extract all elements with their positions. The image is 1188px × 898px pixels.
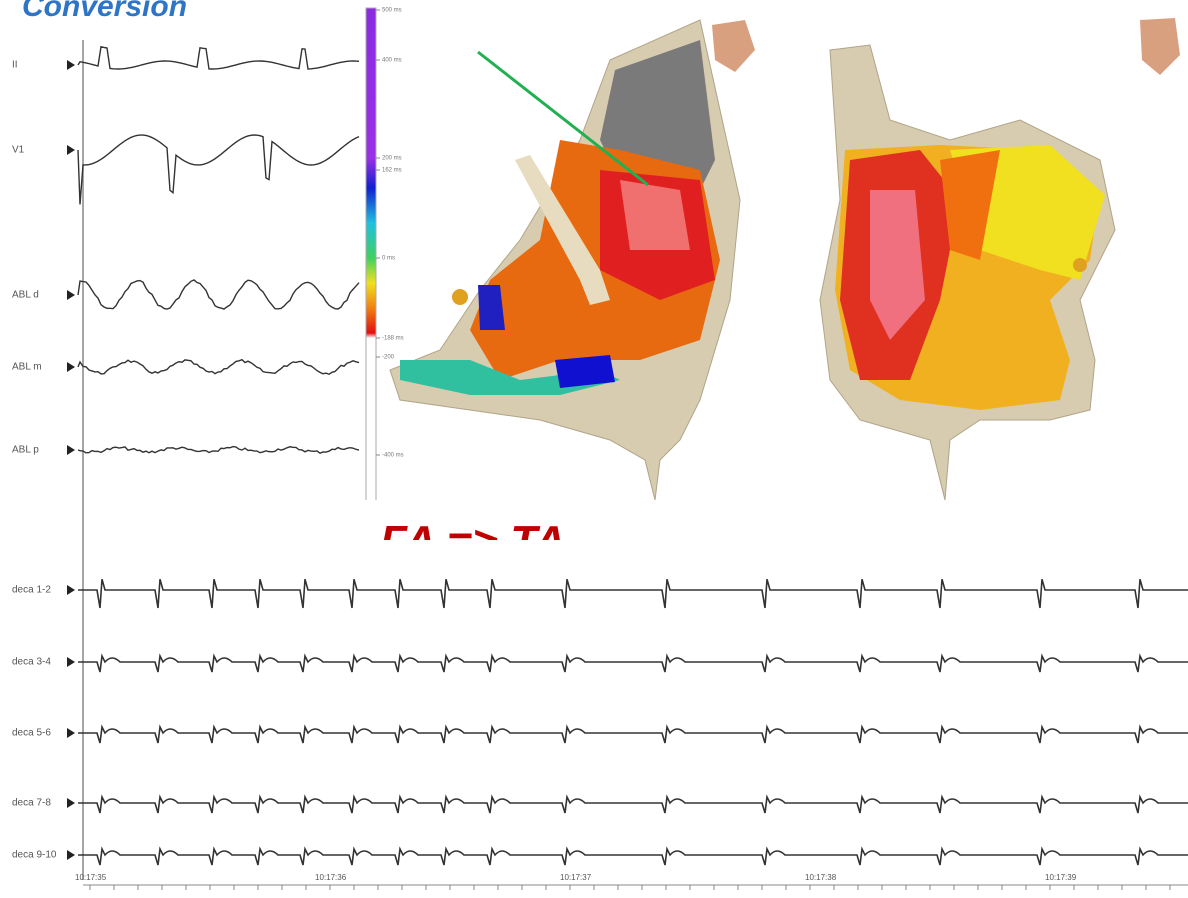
channel-label: V1 — [12, 145, 25, 156]
color-bar-label: 162 ms — [382, 168, 402, 174]
trace — [78, 846, 1188, 866]
trace — [78, 653, 1188, 673]
traces: II V1 ABL d ABL m ABL p deca 1-2 deca 3-4 deca … — [12, 45, 1188, 890]
channel-marker — [67, 362, 75, 372]
time-label: 10:17:35 — [75, 873, 107, 882]
channel-marker — [67, 445, 75, 455]
overlay-box — [360, 500, 860, 560]
color-bar-label: 0 ms — [382, 256, 395, 262]
color-bar-label: -188 ms — [382, 336, 404, 342]
channel-marker — [67, 798, 75, 808]
channel-label: deca 7-8 — [12, 798, 51, 809]
color-bar-label: 400 ms — [382, 58, 402, 64]
map-left — [389, 19, 755, 501]
trace — [77, 445, 360, 454]
channel-marker — [67, 585, 75, 595]
channel-label: ABL m — [12, 362, 42, 373]
color-bar — [365, 7, 377, 509]
time-label: 10:17:39 — [1045, 873, 1077, 882]
title: Conversion — [22, 0, 187, 23]
time-label: 10:17:36 — [315, 873, 347, 882]
trace — [77, 279, 360, 310]
channel-label: ABL p — [12, 445, 39, 456]
trace — [77, 358, 360, 376]
channel-label: ABL d — [12, 290, 39, 301]
time-label: 10:17:38 — [805, 873, 837, 882]
channel-marker — [67, 60, 75, 70]
channel-marker — [67, 657, 75, 667]
channel-label: deca 1-2 — [12, 585, 51, 596]
overlay-text: FA => TA — [380, 517, 566, 566]
channel-label: deca 3-4 — [12, 657, 51, 668]
channel-marker — [67, 728, 75, 738]
trace — [77, 45, 360, 70]
channel-marker — [67, 850, 75, 860]
channel-label: II — [12, 60, 18, 71]
trace — [77, 134, 360, 205]
color-bar-labels: 500 ms 400 ms 200 ms 162 ms 0 ms -188 ms -200 -… — [376, 8, 404, 509]
channel-marker — [67, 290, 75, 300]
color-bar-label: 500 ms — [382, 8, 402, 14]
trace — [78, 794, 1188, 814]
trace — [78, 578, 1188, 609]
color-bar-label: -200 — [382, 355, 395, 361]
channel-label: deca 5-6 — [12, 728, 51, 739]
channel-marker — [67, 145, 75, 155]
time-label: 10:17:37 — [560, 873, 592, 882]
color-bar-label: -400 ms — [382, 453, 404, 459]
trace — [78, 724, 1188, 744]
map-right — [819, 18, 1180, 501]
channel-label: deca 9-10 — [12, 850, 57, 861]
color-bar-label: 200 ms — [382, 156, 402, 162]
